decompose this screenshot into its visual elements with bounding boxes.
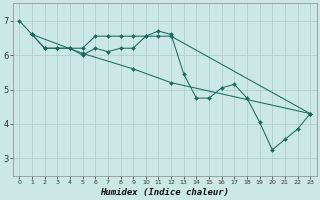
X-axis label: Humidex (Indice chaleur): Humidex (Indice chaleur) (100, 188, 229, 197)
